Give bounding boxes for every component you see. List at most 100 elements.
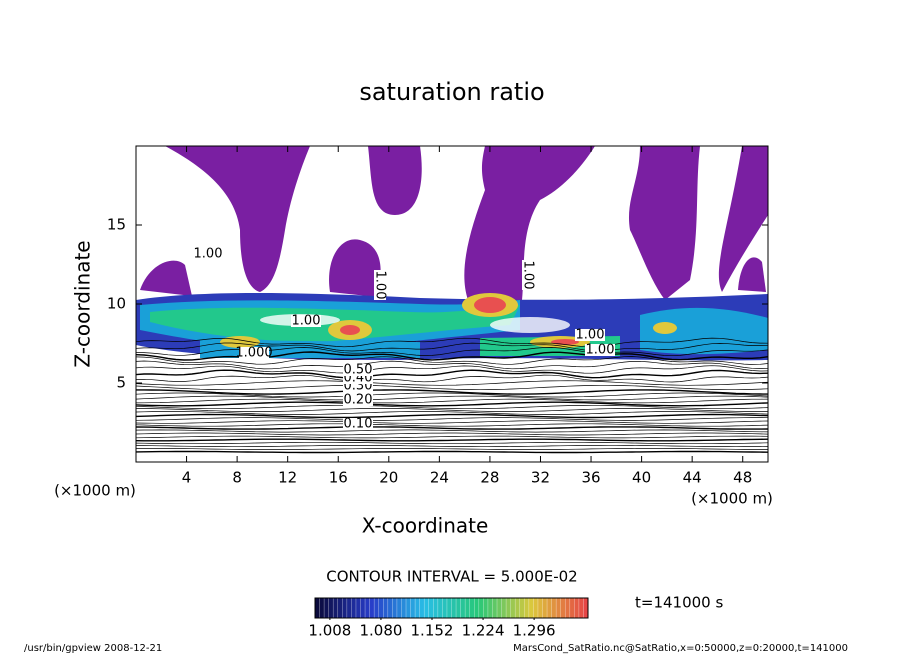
- contour-label: 1.000: [235, 346, 272, 361]
- colorbar-frame: [314, 597, 589, 619]
- colorbar-cell: [333, 598, 339, 618]
- colorbar-cell: [392, 598, 398, 618]
- colorbar-cell: [369, 598, 375, 618]
- colorbar-cell: [342, 598, 348, 618]
- colorbar-cell: [574, 598, 580, 618]
- contour-line: [136, 369, 768, 379]
- contour-line: [136, 450, 768, 454]
- colorbar-tick-label: 1.008: [308, 622, 351, 640]
- contour-label: 1.00: [586, 343, 615, 358]
- colorbar-cell: [360, 598, 366, 618]
- x-axis-label: X-coordinate: [362, 514, 489, 538]
- colorbar-cell: [578, 598, 584, 618]
- x-tick-label: 4: [182, 469, 192, 487]
- contour-line: [136, 408, 768, 412]
- colorbar-cell: [569, 598, 575, 618]
- contour-label: 1.00: [194, 247, 223, 262]
- x-tick-label: 24: [430, 469, 449, 487]
- contour-lines: [136, 337, 768, 454]
- contour-line: [136, 337, 768, 348]
- contour-label-bg: [374, 270, 386, 300]
- x-tick-label: 8: [232, 469, 242, 487]
- time-label: t=141000 s: [635, 594, 723, 612]
- colorbar-cell: [446, 598, 452, 618]
- contour-line: [136, 374, 768, 383]
- contour-line: [136, 356, 768, 365]
- contour-line: [136, 380, 768, 386]
- colorbar-cell: [324, 598, 329, 618]
- colorbar-cell: [337, 598, 343, 618]
- colorbar-cell: [465, 598, 470, 618]
- colorbar-tick-label: 1.080: [359, 622, 402, 640]
- contour-line: [136, 413, 768, 419]
- colorbar-cell: [487, 598, 493, 618]
- colorbar-cell: [483, 598, 489, 618]
- colorbar-cell: [328, 598, 334, 618]
- contour-label-bg: [522, 260, 534, 290]
- colorbar-cell: [424, 598, 430, 618]
- footer-right: MarsCond_SatRatio.nc@SatRatio,x=0:50000,…: [513, 643, 848, 654]
- y-tick-label: 15: [107, 216, 126, 234]
- colorbar-cell: [460, 598, 466, 618]
- contour-label: 0.10: [344, 417, 373, 432]
- colorbar-cell: [365, 598, 370, 618]
- x-tick-label: 36: [581, 469, 600, 487]
- x-tick-label: 16: [329, 469, 348, 487]
- colorbar-cell: [433, 598, 439, 618]
- contour-label: 1.00: [576, 328, 605, 343]
- contour-line: [136, 398, 768, 404]
- contour-label-bg: [193, 248, 223, 260]
- contour-line: [136, 411, 768, 415]
- contour-line: [136, 441, 768, 445]
- colorbar-cell: [355, 598, 361, 618]
- colorbar-cell: [510, 598, 516, 618]
- colorbar-cell: [346, 598, 352, 618]
- colorbar-cell: [533, 598, 539, 618]
- contour-label-bg: [343, 418, 373, 430]
- contour-line: [136, 435, 768, 439]
- colorbar-cell: [419, 598, 425, 618]
- colorbar-cell: [506, 598, 511, 618]
- contour-label: 0.50: [344, 363, 373, 378]
- colorbar-cell: [528, 598, 534, 618]
- colorbar-cell: [387, 598, 393, 618]
- colorbar-cell: [515, 598, 521, 618]
- contour-label-bg: [343, 364, 373, 376]
- x-tick-label: 32: [531, 469, 550, 487]
- colorbar-cell: [537, 598, 543, 618]
- colorbar-cell: [437, 598, 443, 618]
- contour-label-bg: [291, 315, 321, 327]
- colorbar-tick-label: 1.296: [513, 622, 556, 640]
- purple-regions: [140, 146, 768, 300]
- colorbar-cell: [442, 598, 448, 618]
- colorbar-cell: [401, 598, 407, 618]
- colored-bands: [136, 293, 768, 361]
- contour-line: [136, 342, 768, 352]
- x-tick-label: 48: [733, 469, 752, 487]
- colorbar-cell: [560, 598, 566, 618]
- colorbar-cell: [501, 598, 507, 618]
- colorbar-cell: [551, 598, 557, 618]
- contour-line: [136, 432, 768, 436]
- contour-label-bg: [343, 394, 373, 406]
- colorbar: 1.008 1.080 1.152 1.224 1.296: [308, 597, 589, 640]
- contour-label: 1.00: [292, 314, 321, 329]
- contour-line: [136, 426, 768, 430]
- x-tick-label: 40: [632, 469, 651, 487]
- contour-line: [136, 423, 768, 427]
- y-tick-label: 5: [116, 374, 126, 392]
- colorbar-cell: [428, 598, 434, 618]
- colorbar-cell: [583, 598, 589, 618]
- contour-line: [136, 444, 768, 448]
- x-tick-label: 12: [278, 469, 297, 487]
- colorbar-cell: [396, 598, 402, 618]
- contour-line: [136, 365, 768, 374]
- contour-label: 1.00: [521, 261, 536, 290]
- colorbar-cell: [547, 598, 552, 618]
- colorbar-cell: [456, 598, 461, 618]
- colorbar-cell: [374, 598, 379, 618]
- colorbar-cell: [524, 598, 530, 618]
- y-unit: (×1000 m): [691, 490, 773, 508]
- colorbar-cell: [474, 598, 480, 618]
